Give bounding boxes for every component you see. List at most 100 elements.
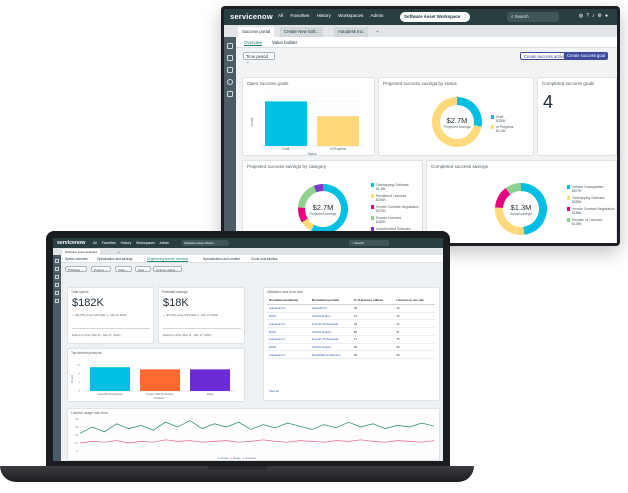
tab-normalization-content[interactable]: Normalization and content [203, 257, 241, 261]
help-icon[interactable]: ? [586, 13, 592, 19]
target-icon[interactable] [227, 79, 233, 85]
dashboard-tabs: Spend overview Optimization and savings … [61, 255, 443, 263]
table-cell[interactable]: Autodesk Inc. [267, 350, 310, 360]
tab-engineering-license-overview[interactable]: Engineering license overview [147, 257, 189, 262]
total-spend-delta: — $0 (0%) since 9/24 (Mar 4 - Mar 10 202… [72, 313, 127, 317]
nav-admin[interactable]: Admin [370, 13, 384, 18]
nav-favorites[interactable]: Favorites [290, 13, 310, 18]
table-row[interactable]: Autodesk Inc. Revit/LWD Architecture 36 29 [267, 350, 435, 360]
user-filter[interactable]: User ⌄ [135, 266, 151, 272]
monitor-frame: servicenow All Favorites History Workspa… [221, 6, 620, 246]
table-row[interactable]: ESRI ArcGIS Analyst 59 60 [267, 343, 435, 352]
card-title: Completed success savings [431, 164, 488, 169]
main-nav: All Favorites History Workspaces Admin [93, 241, 173, 245]
bell-icon[interactable]: ♪ [591, 13, 598, 19]
legend-value: $460K [376, 220, 387, 224]
table-cell[interactable]: Autodesk Inc. [267, 335, 310, 344]
laptop-base [0, 466, 474, 482]
create-success-goal-button[interactable]: Create success goal [564, 52, 608, 60]
chart-icon[interactable] [55, 275, 59, 279]
target-icon[interactable] [55, 283, 59, 287]
table-cell[interactable]: Inventor Professional [309, 335, 352, 344]
card-title: Projected success savings by category [247, 164, 327, 169]
product-filter[interactable]: Product ⌄ [91, 266, 111, 272]
table-row[interactable]: Autodesk Inc. AutoCAD LT 28 13 [267, 304, 435, 313]
nav-workspaces[interactable]: Workspaces [338, 13, 364, 18]
table-row[interactable]: ESRI ArcGIS Engine 37 16 [267, 312, 435, 321]
table-cell[interactable]: ArcGIS Engine [309, 312, 352, 321]
license-status-filter[interactable]: License status ⌄ [153, 266, 182, 272]
table-cell: 75 [394, 335, 435, 344]
calendar-icon[interactable] [55, 291, 59, 295]
table-cell[interactable]: Inventor Professional [309, 319, 352, 329]
chart-icon[interactable] [227, 67, 233, 73]
tab-autodesk[interactable]: Autodesk Inc. [334, 27, 369, 37]
tab-value-builder[interactable]: Value builder [272, 40, 298, 45]
legend-swatch [371, 194, 374, 198]
home-icon[interactable] [55, 259, 59, 263]
table-row[interactable]: ESRI ArcGIS Analyst 56 47 [267, 327, 435, 336]
publisher-filter[interactable]: Publisher ⌄ [65, 266, 87, 272]
view-all-link[interactable]: View all [269, 389, 279, 393]
table-cell[interactable]: ESRI [267, 343, 310, 352]
column-header[interactable]: % of licenses utilized [351, 297, 395, 305]
search-input[interactable]: ⌕ Search [507, 12, 559, 22]
filter-row: Time period ⌄ Create success activity Cr… [236, 48, 617, 64]
column-header[interactable]: Normalized publisher [267, 297, 310, 305]
list-icon[interactable] [55, 267, 59, 271]
tab-spend-overview[interactable]: Spend overview [65, 257, 88, 261]
workspace-badge[interactable]: Software Asset Works... [181, 240, 229, 246]
column-header[interactable]: Normalized product [309, 297, 352, 305]
add-tab-button[interactable]: + [376, 29, 379, 34]
table-cell[interactable]: ArcGIS Analyst [309, 343, 352, 352]
donut-slice-excess-licenses [298, 185, 317, 208]
servicenow-logo[interactable]: servicenow [230, 12, 273, 21]
table-cell: 13 [394, 304, 435, 313]
column-header[interactable]: Licenses in use rate [394, 297, 435, 305]
settings-icon[interactable]: ⚙ [597, 13, 605, 19]
table-cell[interactable]: Revit/LWD Architecture [309, 350, 352, 360]
home-icon[interactable] [227, 43, 233, 49]
time-period-select[interactable]: Time period ⌄ [243, 52, 275, 64]
table-cell[interactable]: ArcGIS Analyst [309, 327, 352, 336]
add-tab-button[interactable]: + [118, 250, 120, 254]
nav-history[interactable]: History [316, 13, 331, 18]
calendar-icon[interactable] [227, 91, 233, 97]
list-icon[interactable] [227, 55, 233, 61]
nav-all[interactable]: All [93, 241, 97, 245]
tab-success-portal[interactable]: Success portal [238, 27, 275, 37]
search-input[interactable]: ⌕ Search [349, 240, 389, 246]
y-tick-label: 30 [75, 425, 78, 429]
nav-admin[interactable]: Admin [159, 241, 170, 245]
table-row[interactable]: Autodesk Inc. Inventor Professional 49 22 [267, 319, 435, 329]
user-avatar[interactable]: ● [604, 13, 611, 19]
divider [163, 328, 241, 329]
filter-row: Publisher ⌄ Product ⌄ Class ⌄ User ⌄ Lic… [61, 263, 443, 274]
nav-workspaces[interactable]: Workspaces [136, 241, 155, 245]
table-row[interactable]: Autodesk Inc. Inventor Professional 71 75 [267, 335, 435, 344]
nav-favorites[interactable]: Favorites [101, 241, 116, 245]
table-cell[interactable]: Autodesk Inc. [267, 304, 310, 313]
tab-software-asset-analytics[interactable]: Software asset analytics [62, 249, 101, 255]
class-filter[interactable]: Class ⌄ [115, 266, 132, 272]
license-usage-line-chart: 0 10 20 30 40 [75, 417, 435, 453]
legend-swatch [567, 196, 570, 200]
globe-icon[interactable]: ◍ [578, 13, 587, 19]
table-cell[interactable]: AutoCAD LT [309, 304, 352, 313]
table-cell[interactable]: ESRI [267, 327, 310, 336]
table-cell[interactable]: Autodesk Inc. [267, 319, 310, 329]
legend-value: $670K [572, 189, 583, 193]
card-title: Top denied products [71, 351, 102, 355]
servicenow-logo[interactable]: servicenow [57, 240, 86, 246]
tab-optimization-savings[interactable]: Optimization and savings [97, 257, 133, 261]
nav-history[interactable]: History [120, 241, 132, 245]
donut-slice-overlapping-software [310, 184, 348, 234]
tab-create-new-software[interactable]: Create New Soft... [280, 27, 324, 37]
tab-overview[interactable]: Overview [244, 40, 263, 46]
table-cell[interactable]: ESRI [267, 312, 310, 321]
utilization-table: Normalized publisher Normalized product … [267, 297, 435, 360]
workspace-badge[interactable]: Software Asset Workspace [400, 12, 470, 22]
grid-icon[interactable] [55, 299, 59, 303]
tab-cloud-cost-intuition[interactable]: Cloud cost intuition [251, 257, 278, 261]
nav-all[interactable]: All [278, 13, 284, 18]
